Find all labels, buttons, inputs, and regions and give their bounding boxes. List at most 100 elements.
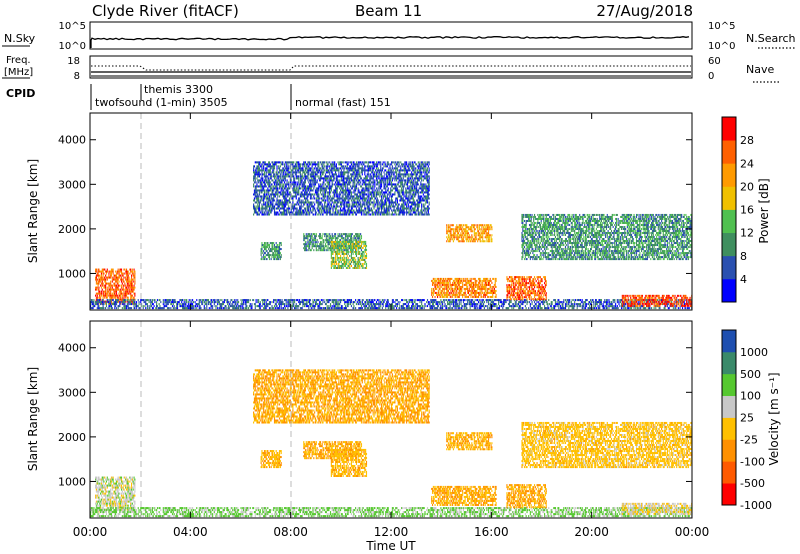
power-cell <box>451 307 453 310</box>
power-cell <box>435 281 437 284</box>
power-cell <box>531 280 533 283</box>
power-cell <box>521 238 523 241</box>
power-cell <box>579 299 582 302</box>
power-cell <box>489 303 491 306</box>
power-cell <box>539 307 541 310</box>
power-cell <box>468 279 470 282</box>
power-cell <box>227 301 230 304</box>
power-cell <box>454 283 456 286</box>
power-cell <box>334 235 337 238</box>
power-cell <box>472 224 474 227</box>
power-cell <box>457 238 460 241</box>
power-cell <box>355 252 357 255</box>
power-cell <box>96 301 98 304</box>
power-cell <box>509 294 511 297</box>
power-cell <box>521 240 523 243</box>
power-cell <box>464 224 466 227</box>
power-cell <box>510 276 512 279</box>
power-cell <box>399 301 401 304</box>
power-cell <box>115 301 118 304</box>
power-cell <box>229 305 231 308</box>
power-cell <box>111 286 113 289</box>
power-cell <box>498 305 500 308</box>
power-cell <box>183 301 185 304</box>
power-cell <box>104 268 106 271</box>
power-cell <box>105 294 107 297</box>
power-cell <box>473 230 475 233</box>
power-cell <box>291 307 293 310</box>
power-cell <box>127 305 129 308</box>
power-cell <box>132 272 134 275</box>
power-cell <box>523 276 526 279</box>
power-cell <box>487 303 490 306</box>
power-cell <box>528 278 531 281</box>
power-cell <box>543 232 545 235</box>
power-cell <box>442 277 444 280</box>
power-cell <box>436 287 438 290</box>
power-cell <box>120 292 122 295</box>
power-cell <box>127 284 129 287</box>
power-cell <box>318 247 320 250</box>
power-cell <box>542 252 544 255</box>
power-cell <box>247 301 249 304</box>
power-cell <box>353 307 355 310</box>
power-cell <box>525 230 527 233</box>
power-cell <box>349 254 351 257</box>
power-cell <box>456 279 458 282</box>
power-cell <box>337 252 339 255</box>
power-cell <box>357 256 359 259</box>
power-cell <box>334 248 336 251</box>
power-cell <box>675 301 677 304</box>
power-cell <box>328 239 330 242</box>
power-cell <box>119 274 121 277</box>
power-cell <box>110 272 113 275</box>
power-cell <box>120 290 122 293</box>
power-cell <box>151 301 153 304</box>
power-cell <box>530 217 532 220</box>
power-cell <box>360 262 362 265</box>
power-cell <box>528 215 531 218</box>
power-cell <box>326 307 328 310</box>
power-cell <box>213 299 215 302</box>
power-cell <box>526 246 528 249</box>
power-cell <box>263 246 265 249</box>
power-cell <box>529 282 531 285</box>
power-cell <box>145 301 147 304</box>
power-cell <box>312 237 314 240</box>
power-cell <box>240 303 242 306</box>
power-cell <box>187 307 189 310</box>
power-cell <box>456 289 458 292</box>
power-cell <box>523 234 526 237</box>
power-cell <box>530 307 532 310</box>
power-cell <box>176 303 178 306</box>
power-cell <box>671 305 673 308</box>
power-cell <box>183 303 185 306</box>
power-cell <box>148 305 150 308</box>
power-cell <box>430 307 432 310</box>
power-cell <box>318 299 320 302</box>
power-cell <box>323 247 325 250</box>
power-cell <box>442 281 444 284</box>
power-cell <box>680 301 682 304</box>
power-cell <box>105 294 108 297</box>
power-cell <box>540 258 542 261</box>
power-cell <box>245 307 247 310</box>
power-cell <box>518 301 520 304</box>
power-cell <box>123 280 125 283</box>
power-cell <box>525 213 527 216</box>
power-cell <box>542 234 544 237</box>
power-cell <box>352 239 354 242</box>
power-cell <box>173 299 175 302</box>
power-cell <box>354 242 356 245</box>
power-cell <box>498 301 500 304</box>
power-cell <box>111 278 113 281</box>
power-cell <box>363 266 365 269</box>
power-cell <box>308 247 310 250</box>
power-cell <box>363 303 365 306</box>
power-cell <box>339 248 341 251</box>
power-cell <box>355 245 358 248</box>
power-cell <box>312 239 314 242</box>
power-cell <box>483 240 485 243</box>
power-cell <box>472 301 475 304</box>
power-cell <box>110 274 112 277</box>
